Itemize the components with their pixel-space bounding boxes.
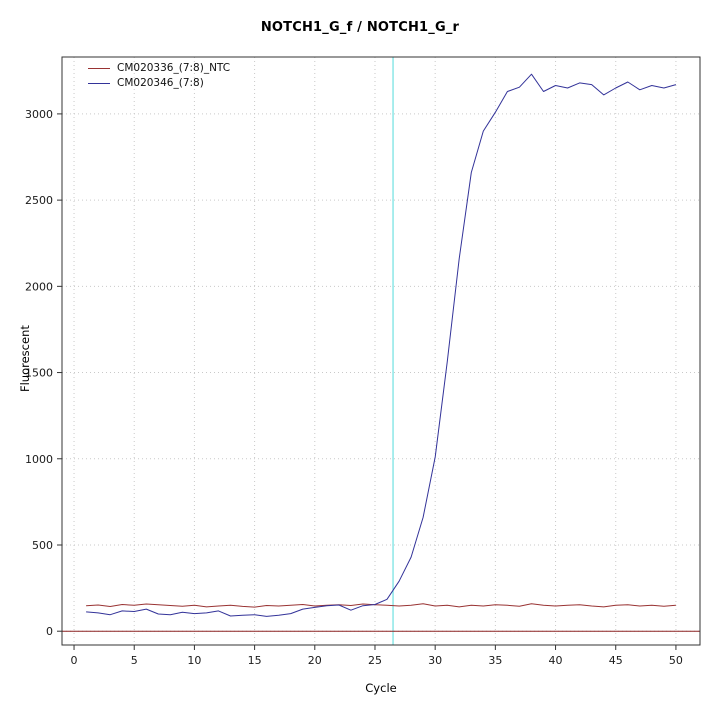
y-tick-label: 3000 bbox=[25, 108, 53, 121]
legend-label: CM020336_(7:8)_NTC bbox=[117, 62, 231, 74]
plot-border bbox=[61, 56, 701, 646]
x-tick-label: 50 bbox=[669, 654, 683, 667]
x-tick-label: 20 bbox=[308, 654, 322, 667]
x-axis-label: Cycle bbox=[365, 681, 397, 695]
series-line-0 bbox=[86, 603, 676, 608]
legend-item: CM020346_(7:8) bbox=[88, 77, 230, 89]
x-tick-label: 40 bbox=[549, 654, 563, 667]
x-tick-label: 25 bbox=[368, 654, 382, 667]
y-tick-label: 0 bbox=[46, 625, 53, 638]
legend-item: CM020336_(7:8)_NTC bbox=[88, 62, 230, 74]
x-tick-label: 0 bbox=[71, 654, 78, 667]
legend-label: CM020346_(7:8) bbox=[117, 77, 204, 89]
chart-title: NOTCH1_G_f / NOTCH1_G_r bbox=[260, 20, 460, 35]
y-tick-label: 2000 bbox=[25, 280, 53, 293]
y-tick-label: 2500 bbox=[25, 194, 53, 207]
y-tick-label: 1000 bbox=[25, 453, 53, 466]
legend-line-swatch bbox=[88, 82, 110, 84]
y-tick-label: 500 bbox=[32, 539, 53, 552]
legend: CM020336_(7:8)_NTC CM020346_(7:8) bbox=[88, 62, 230, 89]
x-tick-label: 45 bbox=[609, 654, 623, 667]
y-tick-label: 1500 bbox=[25, 367, 53, 380]
series-line-1 bbox=[86, 73, 677, 617]
y-axis-label: Fluorescent bbox=[18, 325, 32, 392]
x-tick-label: 35 bbox=[488, 654, 502, 667]
x-tick-label: 15 bbox=[248, 654, 262, 667]
x-tick-label: 5 bbox=[131, 654, 138, 667]
x-tick-label: 30 bbox=[428, 654, 442, 667]
x-tick-label: 10 bbox=[187, 654, 201, 667]
legend-line-swatch bbox=[88, 67, 110, 69]
